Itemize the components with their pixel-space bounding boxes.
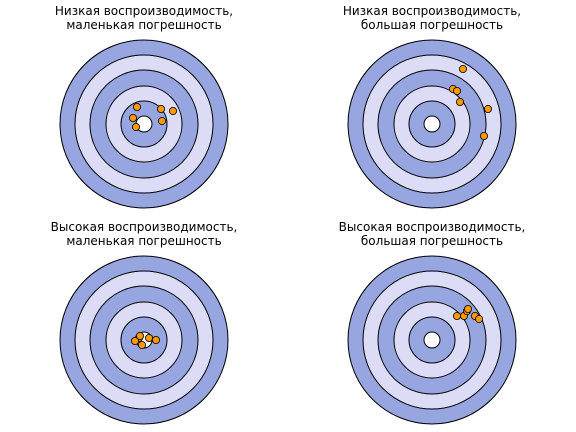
target-bottom-right [347, 255, 517, 425]
target-bottom-left [59, 255, 229, 425]
shot-mark [144, 333, 153, 342]
title-line-1: Высокая воспроизводимость, [338, 220, 526, 234]
shot-mark [156, 105, 165, 114]
shot-mark [479, 131, 488, 140]
shot-mark [168, 107, 177, 116]
target-center [423, 331, 441, 349]
panel-title-top-right: Низкая воспроизводимость, большая погреш… [288, 4, 576, 32]
shot-mark [463, 304, 472, 313]
shot-mark [452, 311, 461, 320]
shot-mark [128, 114, 137, 123]
panel-title-top-left: Низкая воспроизводимость, маленькая погр… [0, 4, 288, 32]
target-top-left [59, 39, 229, 209]
shot-mark [132, 103, 141, 112]
title-line-1: Высокая воспроизводимость, [50, 220, 238, 234]
title-line-2: маленькая погрешность [66, 234, 222, 248]
shot-mark [131, 123, 140, 132]
shot-mark [137, 340, 146, 349]
title-line-2: большая погрешность [360, 18, 504, 32]
shot-mark [157, 117, 166, 126]
title-line-1: Низкая воспроизводимость, [342, 4, 522, 18]
shot-mark [474, 314, 483, 323]
panel-title-bottom-right: Высокая воспроизводимость, большая погре… [288, 220, 576, 248]
shot-mark [483, 105, 492, 114]
shot-mark [458, 65, 467, 74]
shot-mark [455, 98, 464, 107]
title-line-2: большая погрешность [360, 234, 504, 248]
shot-mark [151, 335, 160, 344]
title-line-1: Низкая воспроизводимость, [54, 4, 234, 18]
shot-mark [452, 87, 461, 96]
title-line-2: маленькая погрешность [66, 18, 222, 32]
panel-title-bottom-left: Высокая воспроизводимость, маленькая пог… [0, 220, 288, 248]
shot-mark [135, 331, 144, 340]
shot-mark [130, 336, 139, 345]
target-top-right [347, 39, 517, 209]
target-center [423, 115, 441, 133]
